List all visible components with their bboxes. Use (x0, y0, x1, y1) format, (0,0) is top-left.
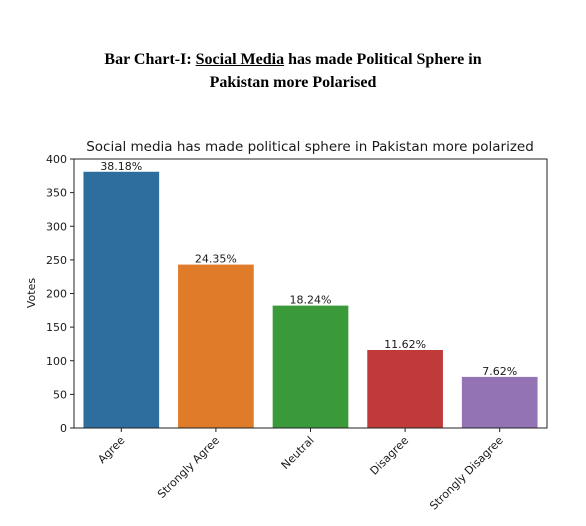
bar-agree (83, 171, 160, 428)
y-tick-label: 400 (46, 153, 67, 166)
y-tick-label: 50 (53, 388, 67, 401)
plot-frame (73, 158, 548, 429)
caption-underlined: Social Media (195, 51, 285, 68)
chart-title: Social media has made political sphere i… (86, 139, 534, 155)
y-tick-label: 250 (46, 254, 67, 267)
caption-line-1: Bar Chart-I: Social Media has made Polit… (0, 48, 586, 71)
bar-neutral (272, 305, 349, 428)
y-tick-label: 350 (46, 187, 67, 200)
data-label: 38.18% (100, 160, 142, 173)
data-label: 11.62% (384, 338, 426, 351)
data-label: 18.24% (290, 294, 332, 307)
x-tick-label: Disagree (368, 434, 412, 478)
caption-rest: has made Political Sphere in (284, 51, 482, 68)
bar-strongly-disagree (461, 376, 538, 428)
y-tick-label: 0 (60, 422, 67, 435)
bar-disagree (367, 349, 443, 428)
x-tick-label: Strongly Disagree (427, 434, 506, 513)
data-label: 7.62% (482, 365, 517, 378)
y-axis-label: Votes (25, 278, 38, 308)
y-tick-label: 300 (46, 220, 67, 233)
figure-caption: Bar Chart-I: Social Media has made Polit… (0, 48, 586, 94)
bar-strongly-agree (178, 264, 254, 428)
y-tick-label: 100 (46, 355, 67, 368)
caption-prefix: Bar Chart-I: (104, 51, 196, 68)
x-axis: Agree Strongly Agree Neutral Disagree Strong… (95, 428, 506, 513)
caption-line-2: Pakistan more Polarised (209, 74, 377, 91)
y-axis: 0 50 100 150 200 250 300 350 400 (46, 153, 74, 435)
x-tick-label: Strongly Agree (155, 434, 222, 501)
x-tick-label: Neutral (279, 434, 317, 472)
data-label: 24.35% (195, 253, 237, 266)
bars-group: 38.18% 24.35% 18.24% 11.62% 7.62% (83, 160, 538, 428)
x-tick-label: Agree (95, 434, 127, 466)
y-tick-label: 200 (46, 288, 67, 301)
y-tick-label: 150 (46, 321, 67, 334)
